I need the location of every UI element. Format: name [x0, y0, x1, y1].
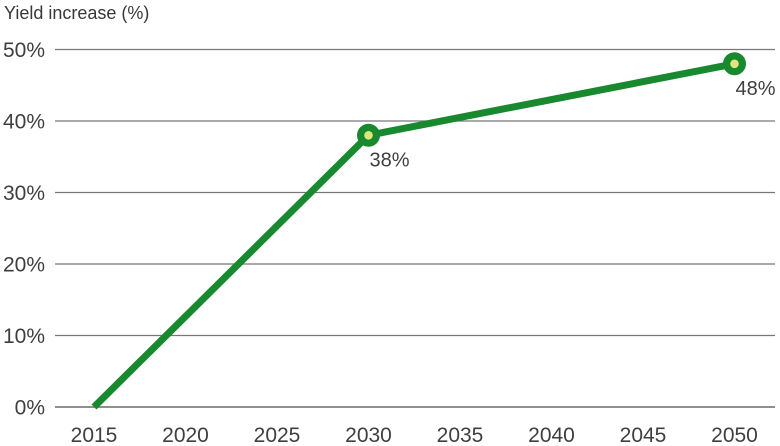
y-tick-label: 40% [3, 111, 45, 134]
x-tick-label: 2050 [711, 424, 758, 446]
y-tick-label: 10% [3, 325, 45, 348]
y-tick-label: 20% [3, 254, 45, 277]
data-point-marker-center [364, 131, 373, 140]
x-tick-label: 2030 [345, 424, 392, 446]
y-tick-label: 50% [3, 39, 45, 62]
x-tick-label: 2015 [71, 424, 118, 446]
x-tick-label: 2020 [162, 424, 209, 446]
x-tick-label: 2040 [528, 424, 575, 446]
x-tick-label: 2035 [437, 424, 484, 446]
y-tick-label: 0% [15, 397, 45, 420]
data-point-label: 48% [735, 78, 775, 100]
data-point-label: 38% [369, 149, 409, 171]
data-point-marker-center [730, 59, 739, 69]
trend-line [91, 60, 736, 410]
y-tick-label: 30% [3, 182, 45, 205]
x-tick-label: 2045 [620, 424, 667, 446]
x-tick-label: 2025 [254, 424, 301, 446]
chart-title: Yield increase (%) [4, 3, 150, 23]
